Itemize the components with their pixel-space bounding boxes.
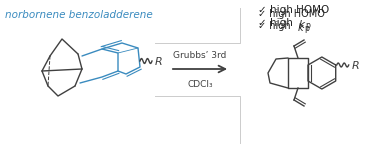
Text: $R$: $R$ <box>154 55 163 67</box>
Text: Grubbs’ 3rd: Grubbs’ 3rd <box>173 51 227 60</box>
Text: $R$: $R$ <box>351 59 359 71</box>
Text: $k$: $k$ <box>297 21 305 33</box>
Text: $k$: $k$ <box>298 18 306 30</box>
Text: ✓ high HOMO: ✓ high HOMO <box>258 9 325 19</box>
Text: ✓ high HOMO: ✓ high HOMO <box>258 5 329 15</box>
Text: CDCl₃: CDCl₃ <box>187 80 213 89</box>
Text: ✓ high: ✓ high <box>258 21 294 31</box>
Text: p: p <box>305 21 310 30</box>
Text: p: p <box>304 24 309 33</box>
Text: norbornene benzoladderene: norbornene benzoladderene <box>5 10 153 20</box>
Text: ✓ high: ✓ high <box>258 18 296 28</box>
